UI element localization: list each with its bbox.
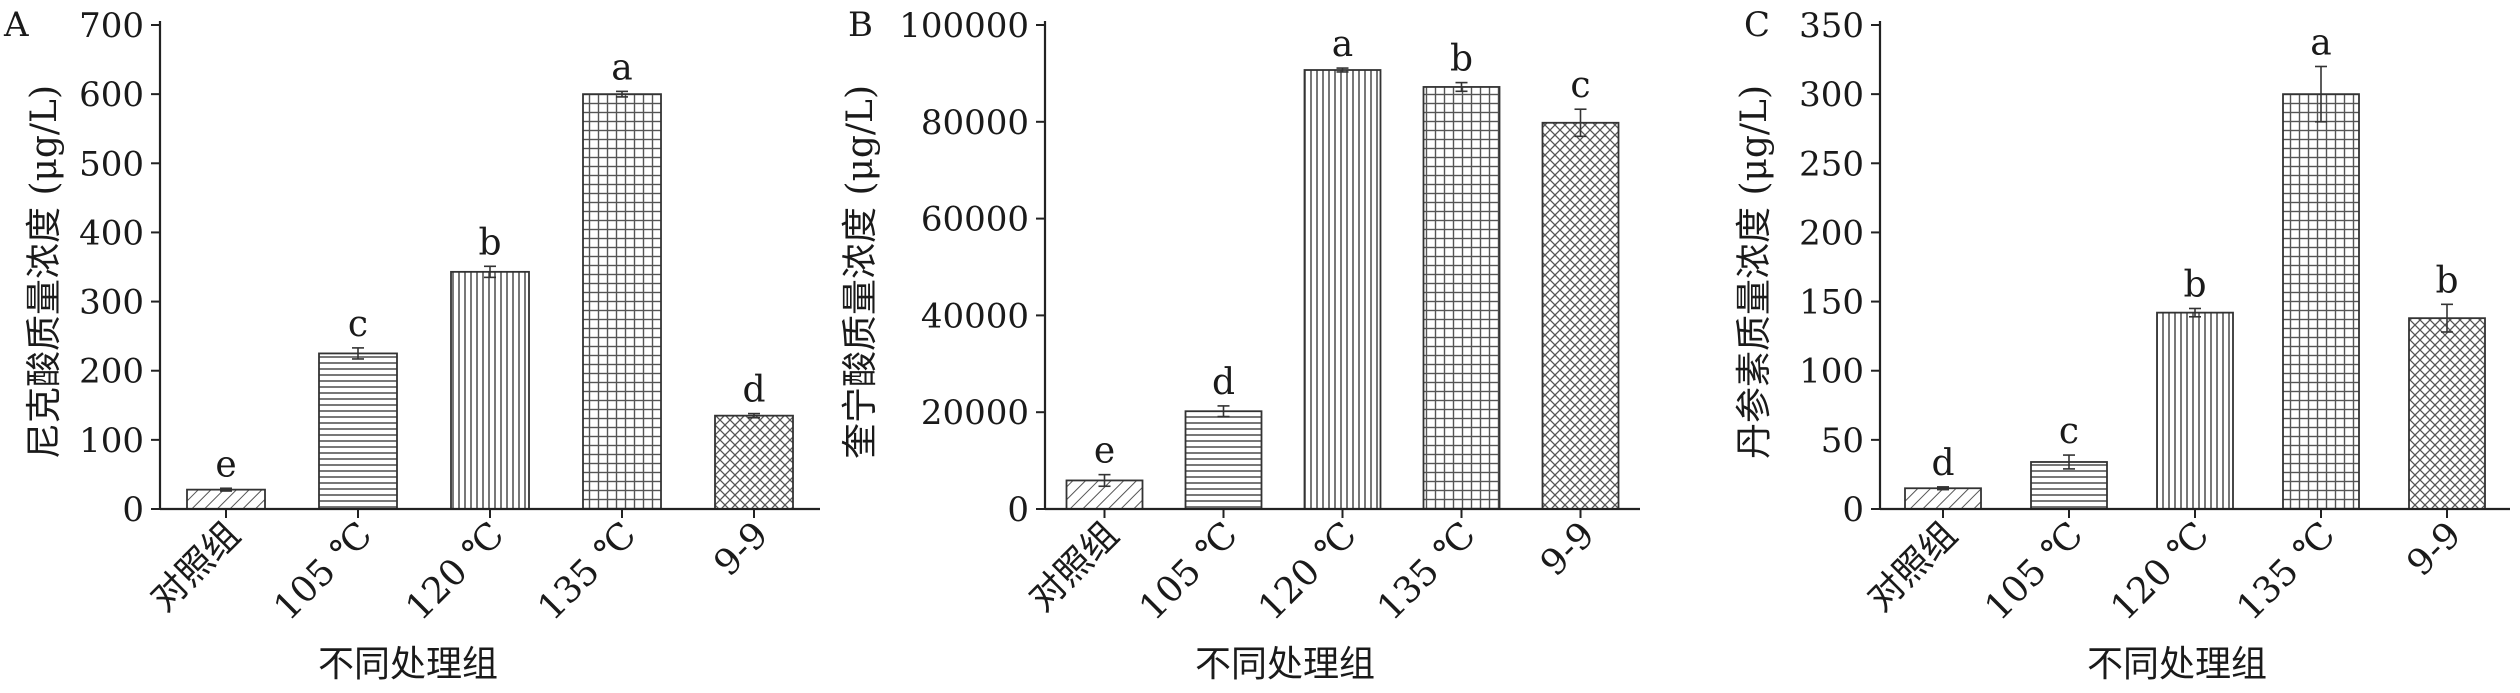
y-tick-label: 100 [79,421,144,461]
bar [1422,86,1501,510]
y-tick-label: 200 [79,352,144,392]
significance-letter: b [2183,264,2206,305]
bar [2282,93,2360,510]
panel-label: A [3,5,29,45]
bar [2156,311,2234,510]
bar [1303,69,1382,510]
y-axis-ticks: 0 100 200 300 400 500 600 700 [79,6,160,530]
y-tick-label: 600 [79,75,144,115]
y-tick-label: 0 [1007,490,1029,530]
y-tick-label: 0 [122,490,144,530]
bar [450,270,530,510]
y-tick-label: 100 [1799,352,1864,392]
y-tick-label: 20000 [921,393,1029,433]
y-axis-label: 尼克酸质量浓度 (μg/L) [24,85,65,459]
x-tick-label: 120 ℃ [1251,514,1365,628]
significance-letter: d [742,370,765,411]
significance-letter: a [611,47,632,88]
bar [2408,317,2486,510]
x-tick-label: 对照组 [1860,514,1965,619]
x-tick-label: 135 ℃ [530,514,644,628]
x-tick-label: 135 ℃ [1370,514,1484,628]
x-axis-label: 不同处理组 [2087,644,2267,685]
y-axis-label: 丹参素质量浓度 (μg/L) [1734,85,1775,459]
chart-panel-c: C 丹参素质量浓度 (μg/L) 不同处理组 0 50 100 150 200 250 30… [1734,5,2510,685]
y-axis-ticks: 0 50 100 150 200 250 300 350 [1799,6,1880,530]
y-tick-label: 300 [79,283,144,323]
bar [2030,461,2108,510]
y-tick-label: 80000 [921,103,1029,143]
y-tick-label: 150 [1799,283,1864,323]
y-tick-label: 200 [1799,213,1864,253]
bar [318,352,398,510]
significance-letter: b [478,222,501,263]
y-tick-label: 250 [1799,144,1864,184]
bar [1904,487,1982,510]
x-axis-ticks: 对照组 105 ℃ 120 ℃ 135 ℃ 9-9 [1021,509,1603,629]
y-tick-label: 50 [1821,421,1864,461]
bar-series: e d a b c [1065,24,1620,510]
significance-letter: c [348,304,368,345]
x-tick-label: 105 ℃ [1977,514,2091,628]
x-tick-label: 9-9 [1533,514,1603,584]
significance-letter: a [2310,22,2331,63]
axes [1878,21,2510,511]
axes [1043,21,1640,511]
x-axis-label: 不同处理组 [318,644,498,685]
significance-letter: c [1570,65,1590,106]
x-axis-ticks: 对照组 105 ℃ 120 ℃ 135 ℃ 9-9 [1860,509,2469,629]
y-tick-label: 350 [1799,6,1864,46]
bar [186,488,266,510]
x-tick-label: 120 ℃ [2103,514,2217,628]
x-tick-label: 对照组 [1021,514,1126,619]
x-tick-label: 120 ℃ [398,514,512,628]
significance-letter: b [2435,260,2458,301]
panel-label: B [848,5,873,45]
significance-letter: c [2059,411,2079,452]
significance-letter: b [1450,39,1473,80]
bar [714,414,794,510]
y-tick-label: 400 [79,213,144,253]
chart-panel-b: B 奎宁酸质量浓度 (μg/L) 不同处理组 0 20000 40000 60000 8… [840,5,1640,685]
significance-letter: e [1094,431,1115,472]
x-axis-label: 不同处理组 [1195,644,1375,685]
y-tick-label: 0 [1842,490,1864,530]
y-tick-label: 100000 [899,6,1029,46]
x-tick-label: 9-9 [706,514,776,584]
panel-label: C [1744,5,1770,45]
y-tick-label: 300 [1799,75,1864,115]
x-tick-label: 105 ℃ [266,514,380,628]
significance-letter: d [1212,362,1235,403]
bar [1184,410,1263,510]
x-tick-label: 105 ℃ [1132,514,1246,628]
x-tick-label: 135 ℃ [2229,514,2343,628]
bar-series: d c b a b [1904,22,2486,510]
bar [582,93,662,510]
x-tick-label: 9-9 [2399,514,2469,584]
bar [1541,121,1620,510]
y-tick-label: 40000 [921,296,1029,336]
significance-letter: e [215,444,236,485]
bar-series: e c b a d [186,47,794,510]
x-tick-label: 对照组 [143,514,248,619]
y-tick-label: 500 [79,144,144,184]
y-axis-ticks: 0 20000 40000 60000 80000 100000 [899,6,1045,530]
y-tick-label: 700 [79,6,144,46]
significance-letter: d [1931,443,1954,484]
axes [158,21,820,511]
y-axis-label: 奎宁酸质量浓度 (μg/L) [840,85,881,459]
significance-letter: a [1332,24,1353,65]
x-axis-ticks: 对照组 105 ℃ 120 ℃ 135 ℃ 9-9 [143,509,776,629]
chart-panel-a: A 尼克酸质量浓度 (μg/L) 不同处理组 0 100 200 300 400 500 6… [3,5,820,685]
y-tick-label: 60000 [921,200,1029,240]
